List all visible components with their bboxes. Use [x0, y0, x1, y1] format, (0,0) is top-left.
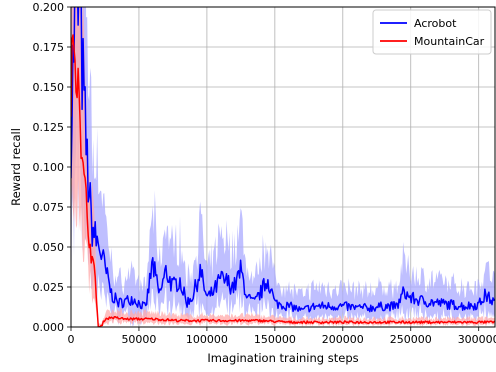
x-axis-ticks: 0 50000 100000 150000 200000 250000 300000: [68, 327, 496, 346]
y-tick-label: 0.000: [33, 321, 65, 334]
legend-label-acrobot: Acrobot: [414, 17, 457, 30]
x-axis-label: Imagination training steps: [207, 351, 358, 365]
y-axis-label: Reward recall: [9, 128, 23, 206]
y-tick-label: 0.075: [33, 201, 65, 214]
y-tick-label: 0.100: [33, 161, 65, 174]
x-tick-label: 300000: [458, 333, 496, 346]
series-band-acrobot: [71, 7, 495, 327]
grid: [70, 6, 495, 328]
legend: Acrobot MountainCar: [372, 9, 492, 55]
x-tick-label: 150000: [254, 333, 296, 346]
series-lines: [71, 7, 495, 327]
x-tick-label: 100000: [186, 333, 228, 346]
y-tick-label: 0.050: [33, 241, 65, 254]
series-line-acrobot: [71, 7, 495, 313]
y-tick-label: 0.175: [33, 41, 65, 54]
series-line-mountaincar: [71, 34, 495, 327]
y-tick-label: 0.200: [33, 1, 65, 14]
y-tick-label: 0.125: [33, 121, 65, 134]
y-tick-label: 0.150: [33, 81, 65, 94]
x-tick-label: 50000: [121, 333, 156, 346]
y-axis-ticks: 0.000 0.025 0.050 0.075 0.100 0.125 0.150 0.175…: [33, 1, 71, 334]
legend-box: [372, 9, 492, 55]
x-tick-label: 0: [68, 333, 75, 346]
y-tick-label: 0.025: [33, 281, 65, 294]
x-tick-label: 250000: [390, 333, 432, 346]
variance-bands: [71, 7, 495, 327]
legend-label-mountaincar: MountainCar: [414, 35, 485, 48]
x-tick-label: 200000: [322, 333, 364, 346]
